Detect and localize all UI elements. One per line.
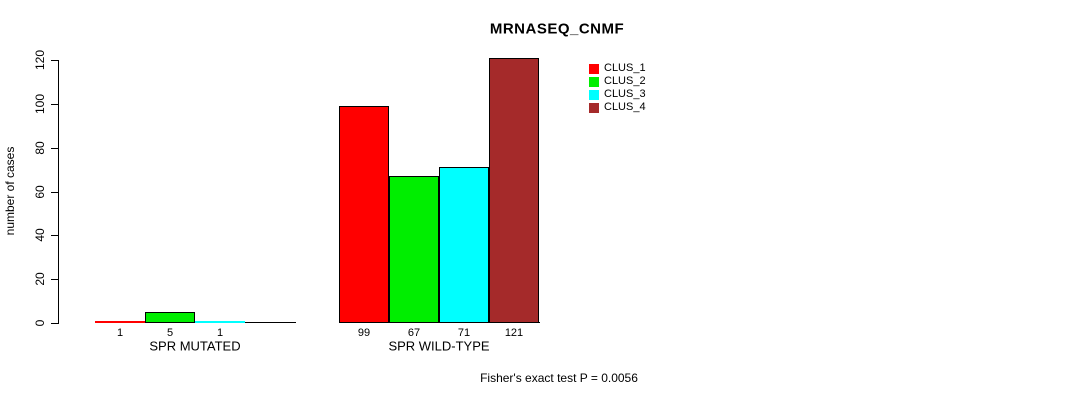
bar-clus_1-1	[95, 321, 145, 323]
category-label: SPR WILD-TYPE	[388, 338, 490, 354]
legend-swatch-icon	[589, 89, 599, 100]
y-tick-mark	[51, 192, 58, 193]
fisher-test-annotation: Fisher's exact test P = 0.0056	[480, 371, 638, 385]
chart-title: MRNASEQ_CNMF	[489, 20, 625, 38]
bar-clus_4-2	[489, 58, 539, 323]
bar-value-label: 1	[116, 327, 124, 339]
y-tick-label: 120	[33, 49, 47, 71]
y-axis-title: number of cases	[3, 146, 17, 236]
legend-swatch-icon	[589, 102, 599, 113]
y-tick-mark	[51, 279, 58, 280]
legend-label: CLUS_3	[604, 88, 646, 100]
y-tick-label: 100	[33, 93, 47, 115]
y-tick-mark	[51, 148, 58, 149]
legend-item-clus_3: CLUS_3	[589, 88, 646, 101]
y-tick-mark	[51, 104, 58, 105]
y-tick-label: 60	[33, 185, 47, 199]
legend-label: CLUS_2	[604, 75, 646, 87]
bar-clus_3-1	[195, 321, 245, 323]
y-tick-label: 80	[33, 141, 47, 155]
legend-item-clus_1: CLUS_1	[589, 62, 646, 75]
legend-label: CLUS_4	[604, 101, 646, 113]
legend-item-clus_4: CLUS_4	[589, 101, 646, 114]
legend-label: CLUS_1	[604, 62, 646, 74]
legend-swatch-icon	[589, 76, 599, 87]
category-label: SPR MUTATED	[149, 338, 241, 354]
bar-clus_2-1	[145, 312, 195, 323]
bar-value-label: 99	[357, 327, 371, 339]
legend: CLUS_1 CLUS_2 CLUS_3 CLUS_4	[589, 62, 646, 114]
y-tick-label: 40	[33, 228, 47, 242]
bar-value-label: 67	[407, 327, 421, 339]
bar-clus_2-2	[389, 176, 439, 323]
y-tick-mark	[51, 60, 58, 61]
y-axis-line	[58, 60, 59, 324]
y-tick-mark	[51, 323, 58, 324]
bar-value-label: 5	[166, 327, 174, 339]
bar-clus_3-2	[439, 167, 489, 323]
bar-clus_1-2	[339, 106, 389, 323]
y-tick-label: 20	[33, 272, 47, 286]
bar-value-label: 71	[457, 327, 471, 339]
y-tick-mark	[51, 235, 58, 236]
bar-value-label: 1	[216, 327, 224, 339]
y-tick-label: 0	[33, 319, 47, 327]
bar-value-label: 121	[504, 327, 524, 339]
legend-swatch-icon	[589, 63, 599, 74]
legend-item-clus_2: CLUS_2	[589, 75, 646, 88]
